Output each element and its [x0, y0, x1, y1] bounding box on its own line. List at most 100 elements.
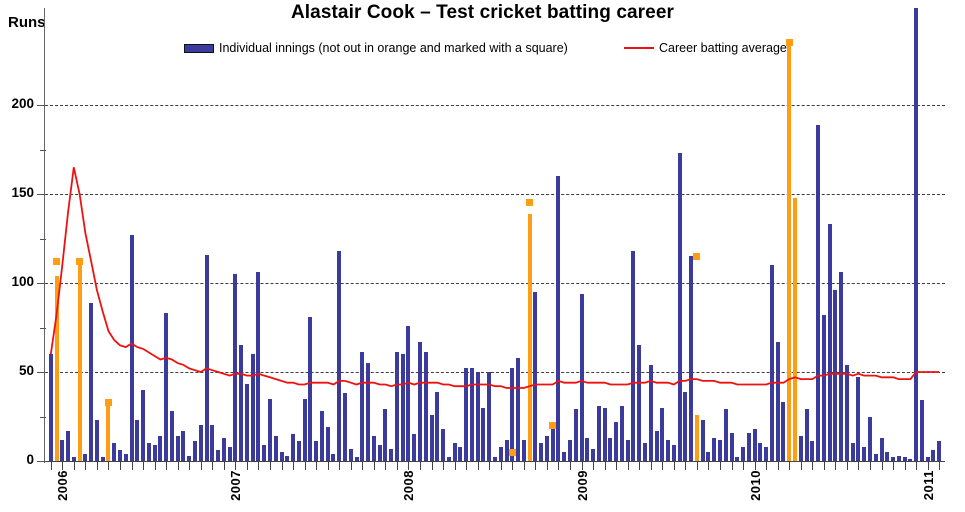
x-tick: [616, 462, 617, 470]
y-minor-tick-175: [40, 149, 46, 151]
innings-bar: [856, 377, 861, 461]
innings-bar: [689, 256, 694, 461]
innings-bar: [389, 448, 394, 461]
x-tick: [201, 462, 202, 470]
innings-bar: [152, 444, 157, 461]
innings-bar: [383, 409, 388, 461]
innings-bar: [204, 254, 209, 461]
innings-bar: [735, 457, 740, 461]
innings-bar: [250, 354, 255, 461]
innings-bar: [446, 457, 451, 461]
x-tick: [385, 462, 386, 470]
innings-bar: [233, 274, 238, 461]
innings-bar: [902, 457, 907, 461]
innings-bar: [666, 439, 671, 461]
x-tick: [189, 462, 190, 470]
innings-bar: [366, 363, 371, 461]
innings-bar: [614, 421, 619, 461]
innings-bar: [481, 407, 486, 461]
innings-bar: [100, 457, 105, 461]
x-tick: [547, 462, 548, 470]
x-tick: [120, 462, 121, 470]
x-tick: [662, 462, 663, 470]
y-tick-0: [37, 461, 46, 462]
innings-bar: [279, 452, 284, 461]
x-tick: [316, 462, 317, 470]
innings-bar: [625, 439, 630, 461]
innings-bar: [850, 443, 855, 461]
innings-bar: [308, 316, 313, 461]
x-tick: [224, 462, 225, 470]
x-tick: [489, 462, 490, 470]
innings-bar: [262, 444, 267, 461]
innings-bar: [48, 354, 53, 461]
not-out-square-marker: [76, 258, 84, 266]
innings-bar: [764, 446, 769, 461]
x-tick-label-2007: 2007: [228, 470, 244, 501]
innings-bar: [648, 364, 653, 461]
innings-bar: [493, 457, 497, 461]
innings-bar: [729, 432, 734, 461]
x-tick: [639, 462, 640, 470]
innings-bar: [319, 411, 324, 461]
innings-bar: [406, 325, 411, 461]
innings-bar: [602, 407, 607, 461]
x-tick-label-2008: 2008: [401, 470, 417, 501]
not-out-square-marker: [508, 448, 516, 456]
x-tick: [443, 462, 444, 470]
not-out-square-marker: [693, 252, 701, 260]
x-tick: [432, 462, 433, 470]
x-tick: [85, 462, 86, 470]
innings-bar: [925, 457, 930, 461]
innings-bar: [568, 439, 572, 461]
innings-bar: [337, 250, 342, 461]
innings-bar: [394, 352, 399, 461]
innings-bar: [227, 446, 232, 461]
innings-bar: [141, 389, 146, 461]
x-tick: [824, 462, 825, 470]
innings-bar: [71, 457, 76, 461]
chart-legend: Individual innings (not out in orange an…: [184, 41, 824, 59]
x-tick: [755, 462, 756, 470]
x-tick: [685, 462, 686, 470]
x-tick: [235, 462, 236, 470]
innings-bar: [291, 434, 296, 461]
x-axis-line: [45, 461, 945, 462]
x-tick: [778, 462, 779, 470]
innings-bar: [285, 455, 290, 461]
x-tick: [858, 462, 859, 470]
x-tick: [51, 462, 52, 470]
page-title: Alastair Cook – Test cricket batting car…: [290, 2, 675, 23]
innings-bar: [296, 441, 301, 461]
gridline-100: [45, 283, 945, 284]
innings-bar: [187, 455, 192, 461]
not-out-square-marker: [549, 421, 557, 429]
not-out-square-marker: [526, 199, 534, 207]
innings-bar: [521, 439, 526, 461]
x-tick: [593, 462, 594, 470]
y-minor-tick-75: [40, 327, 46, 329]
innings-bar: [216, 450, 221, 461]
innings-bar: [879, 437, 884, 461]
innings-bar: [429, 414, 434, 461]
x-tick: [74, 462, 75, 470]
innings-bar: [544, 436, 549, 461]
x-tick: [743, 462, 744, 470]
line-swatch-icon: [624, 47, 654, 49]
x-tick: [455, 462, 456, 470]
innings-bar: [816, 124, 821, 461]
innings-bar: [793, 197, 797, 461]
innings-bar: [891, 457, 896, 461]
innings-bar: [533, 291, 538, 461]
gridline-50: [45, 372, 945, 373]
innings-bar: [556, 176, 561, 461]
x-tick: [466, 462, 467, 470]
innings-bar: [239, 345, 244, 461]
legend-item-average: Career batting average: [624, 41, 787, 55]
innings-bar: [112, 443, 117, 461]
innings-bar: [498, 446, 503, 461]
x-tick: [501, 462, 502, 470]
x-tick: [928, 462, 929, 470]
innings-bar: [619, 405, 624, 461]
innings-bar: [706, 452, 711, 461]
